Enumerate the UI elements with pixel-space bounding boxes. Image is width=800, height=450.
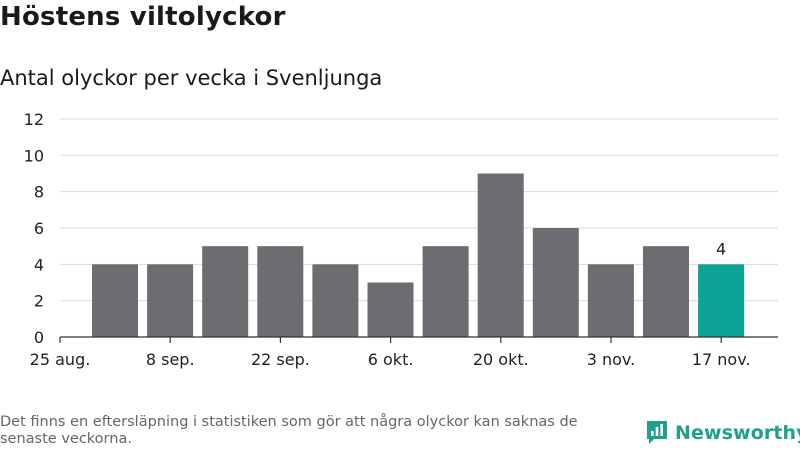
bar: [257, 246, 304, 337]
bar-chart-speech-bubble-icon: [647, 421, 667, 444]
bar: [312, 264, 359, 337]
x-tick-label: 25 aug.: [30, 350, 91, 369]
data-label: 4: [716, 239, 726, 258]
bar: [92, 264, 138, 337]
bar: [587, 264, 634, 337]
y-tick-label: 2: [34, 292, 44, 311]
x-tick-label: 20 okt.: [473, 350, 529, 369]
y-tick-label: 8: [34, 183, 44, 202]
x-tick-label: 6 okt.: [368, 350, 414, 369]
bar: [367, 282, 414, 337]
y-tick-label: 0: [34, 328, 44, 347]
y-tick-label: 4: [34, 255, 44, 274]
bar: [698, 264, 745, 337]
x-tick-label: 22 sep.: [251, 350, 310, 369]
y-tick-label: 6: [34, 219, 44, 238]
x-axis: 25 aug. 8 sep. 22 sep. 6 okt. 20 okt. 3 nov. 1…: [30, 336, 778, 369]
bar: [147, 264, 194, 337]
bar: [422, 246, 469, 337]
chart-title: Höstens viltolyckor: [0, 2, 286, 32]
bars: [92, 173, 745, 337]
y-tick-label: 12: [24, 110, 44, 129]
x-tick-label: 3 nov.: [587, 350, 636, 369]
bar: [202, 246, 249, 337]
x-tick-label: 8 sep.: [146, 350, 195, 369]
y-axis: 0 2 4 6 8 10 12: [24, 110, 44, 347]
bar: [477, 173, 524, 337]
newsworthy-logo[interactable]: Newsworthy: [645, 419, 800, 447]
brand-name: Newsworthy: [675, 422, 800, 444]
bar: [643, 246, 689, 337]
y-tick-label: 10: [24, 146, 44, 165]
bar: [532, 228, 579, 337]
footnote: Det finns en eftersläpning i statistiken…: [0, 414, 578, 447]
bar-chart: 0 2 4 6 8 10 12 4 25 aug. 8 sep. 22 sep. 6 okt. 20…: [24, 110, 778, 369]
chart-subtitle: Antal olyckor per vecka i Svenljunga: [0, 66, 383, 90]
data-labels: 4: [716, 239, 726, 258]
x-tick-label: 17 nov.: [692, 350, 751, 369]
